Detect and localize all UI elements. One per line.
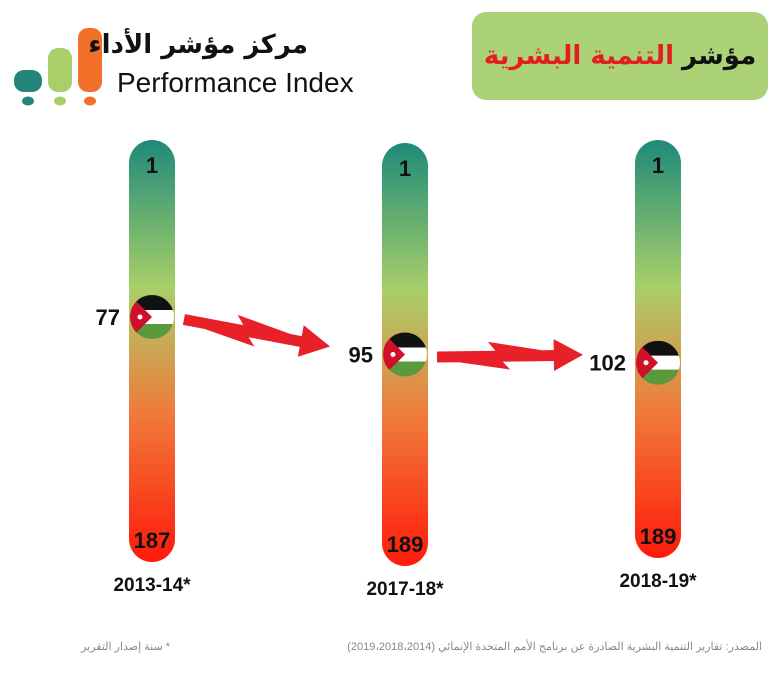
decline-arrow	[436, 339, 583, 372]
title-part2: التنمية البشرية	[483, 41, 675, 71]
bar-top-label: 1	[399, 156, 411, 181]
rank-value: 95	[349, 343, 373, 368]
logo-icon	[14, 28, 102, 106]
year-label: 2013-14*	[113, 575, 191, 596]
page-title: مؤشر التنمية البشرية	[472, 12, 768, 100]
year-label: 2017-18*	[366, 579, 444, 600]
bar-top-label: 1	[652, 153, 664, 178]
bar-bottom-label: 189	[640, 524, 677, 549]
rank-value: 77	[96, 305, 120, 330]
year-label: 2018-19*	[619, 571, 697, 592]
logo-arabic: مركز مؤشر الأداء	[88, 30, 308, 60]
title-part1: مؤشر	[682, 41, 757, 71]
bar-top-label: 1	[146, 153, 158, 178]
logo-english: Performance Index	[117, 67, 354, 98]
bar-bottom-label: 187	[134, 528, 171, 553]
jordan-flag-icon	[636, 340, 680, 385]
source-note: المصدر: تقارير التنمية البشرية الصادرة ع…	[347, 641, 762, 653]
rank-value: 102	[589, 351, 626, 376]
jordan-flag-icon	[130, 295, 174, 339]
decline-arrow	[182, 314, 330, 357]
year-note: * سنة إصدار التقرير	[81, 641, 170, 653]
rank-bar	[129, 140, 175, 562]
bar-bottom-label: 189	[387, 532, 424, 557]
rank-chart: 1 187 77 2013-14* 1 189 95 2017-18* 1 189 102 20…	[96, 140, 697, 600]
jordan-flag-icon	[383, 332, 427, 377]
